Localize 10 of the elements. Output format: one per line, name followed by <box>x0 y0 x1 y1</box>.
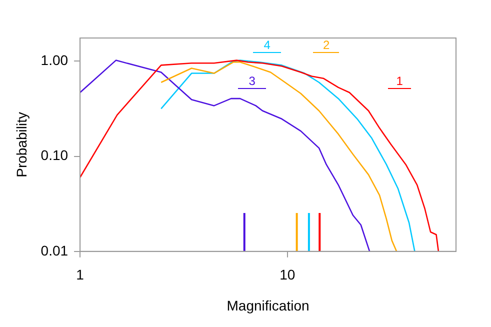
y-tick-label: 0.10 <box>40 147 68 164</box>
y-axis-title: Probability <box>13 112 30 178</box>
x-tick-label: 10 <box>280 266 296 283</box>
y-tick-label: 0.01 <box>40 242 68 258</box>
text: 2 <box>322 38 330 52</box>
text: 1 <box>396 74 403 88</box>
series-label: 3 <box>248 74 256 88</box>
x-axis-title: Magnification <box>226 297 310 314</box>
series-label: 4 <box>264 38 270 52</box>
y-tick-label: 1.00 <box>40 52 68 68</box>
